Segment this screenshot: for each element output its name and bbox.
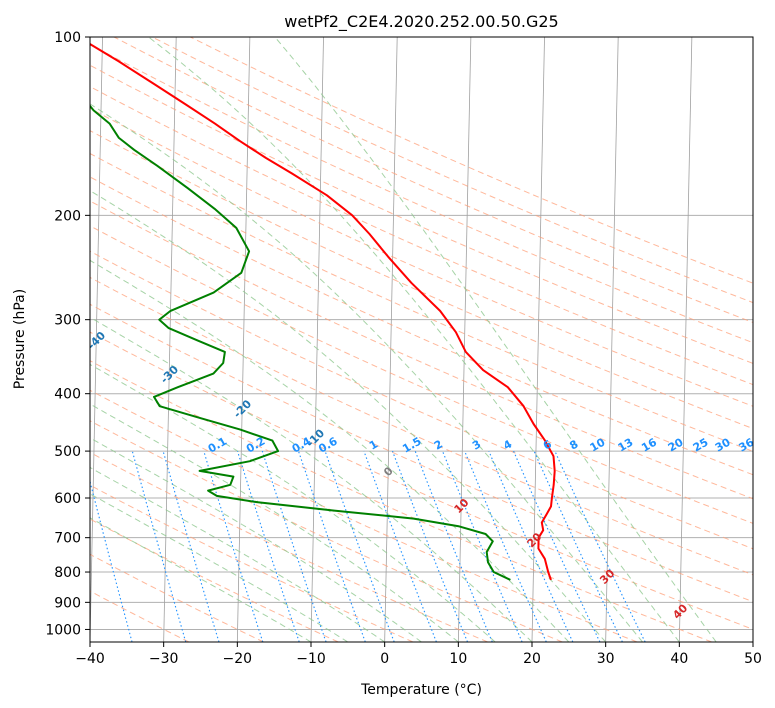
y-tick-label: 500	[54, 444, 81, 460]
x-tick-label: 40	[670, 651, 688, 667]
x-axis-title: Temperature (°C)	[360, 682, 482, 698]
dry-adiabat-line	[90, 553, 264, 642]
y-tick-label: 600	[54, 491, 81, 507]
moist-adiabat-line	[90, 363, 496, 642]
y-tick-label: 300	[54, 313, 81, 329]
dry-adiabat-line	[90, 590, 190, 642]
dry-adiabat-line	[190, 37, 753, 284]
dry-adiabat-line	[90, 107, 753, 407]
dry-adiabat-line	[90, 225, 753, 524]
x-tick-label: −40	[75, 651, 105, 667]
mixing-ratio-line	[162, 450, 220, 642]
y-tick-label: 1000	[45, 622, 81, 638]
dry-adiabat-line	[90, 200, 753, 500]
mixing-ratio-line	[363, 450, 437, 642]
isotherm-line	[457, 37, 472, 642]
y-axis-title: Pressure (hPa)	[12, 289, 28, 389]
dry-adiabat-line	[90, 484, 414, 642]
x-tick-label: 20	[523, 651, 541, 667]
mixing-ratio-line	[464, 450, 547, 642]
dry-adiabat-line	[90, 389, 638, 642]
data-series-layer	[90, 42, 556, 581]
mixing-ratio-line	[324, 450, 395, 642]
x-tick-label: −10	[296, 651, 326, 667]
moist-adiabat-line	[90, 316, 533, 642]
dry-adiabat-line	[90, 130, 753, 430]
dry-adiabat-line	[151, 37, 753, 304]
isotherm-line	[605, 37, 619, 642]
mixing-ratio-line	[414, 450, 493, 642]
mixing-ratio-line	[203, 450, 264, 642]
x-tick-label: −20	[223, 651, 253, 667]
y-tick-label: 700	[54, 531, 81, 547]
moist-adiabat-line	[90, 437, 422, 642]
temperature-profile-line	[90, 42, 556, 581]
moist-adiabat-line	[90, 103, 643, 642]
y-tick-label: 800	[54, 565, 81, 581]
x-tick-label: 0	[380, 651, 389, 667]
moist-adiabat-line	[90, 517, 312, 642]
dry-adiabat-line	[90, 360, 712, 642]
dry-adiabat-line	[90, 64, 753, 364]
moist-adiabat-line	[90, 466, 385, 642]
isotherm-line	[384, 37, 398, 642]
isotherm-line	[163, 37, 177, 642]
x-tick-label: 30	[597, 651, 615, 667]
chart-title: wetPf2_C2E4.2020.252.00.50.G25	[284, 12, 558, 32]
axis-ticks: −40 −30 −20 −10 0 10 20 30 40 50 1000 900 800 700 600 5…	[45, 30, 762, 667]
mixing-ratio-line	[90, 479, 133, 642]
dewpoint-profile-line	[90, 104, 511, 581]
dry-adiabat-line	[90, 250, 753, 550]
y-tick-label: 100	[54, 30, 81, 46]
moist-adiabat-line	[274, 37, 717, 642]
x-tick-label: 10	[449, 651, 467, 667]
mixing-ratio-line	[297, 450, 366, 642]
x-tick-label: −30	[149, 651, 179, 667]
moist-adiabat-line	[90, 493, 349, 642]
plot-frame	[89, 36, 754, 643]
moist-adiabat-line	[90, 259, 570, 642]
mixing-ratio-line	[391, 450, 469, 642]
x-tick-label: 50	[744, 651, 762, 667]
mixing-ratio-label: 36	[736, 435, 756, 454]
mixing-ratio-line	[131, 450, 187, 642]
isotherm-line	[90, 37, 103, 642]
isotherm-line	[678, 37, 693, 642]
mixing-ratio-line	[236, 450, 300, 642]
mixing-ratio-line	[261, 450, 327, 642]
dry-adiabat-line	[90, 276, 753, 576]
y-tick-label: 200	[54, 208, 81, 224]
moist-adiabat-line	[148, 37, 680, 642]
moist-adiabat-line	[90, 403, 459, 642]
dry-adiabat-line	[90, 43, 753, 344]
isotherm-line	[236, 37, 251, 642]
y-tick-label: 900	[54, 595, 81, 611]
dry-adiabat-line	[90, 303, 753, 603]
dry-adiabat-line	[90, 176, 753, 476]
y-tick-label: 400	[54, 387, 81, 403]
dry-adiabat-line	[90, 451, 488, 642]
